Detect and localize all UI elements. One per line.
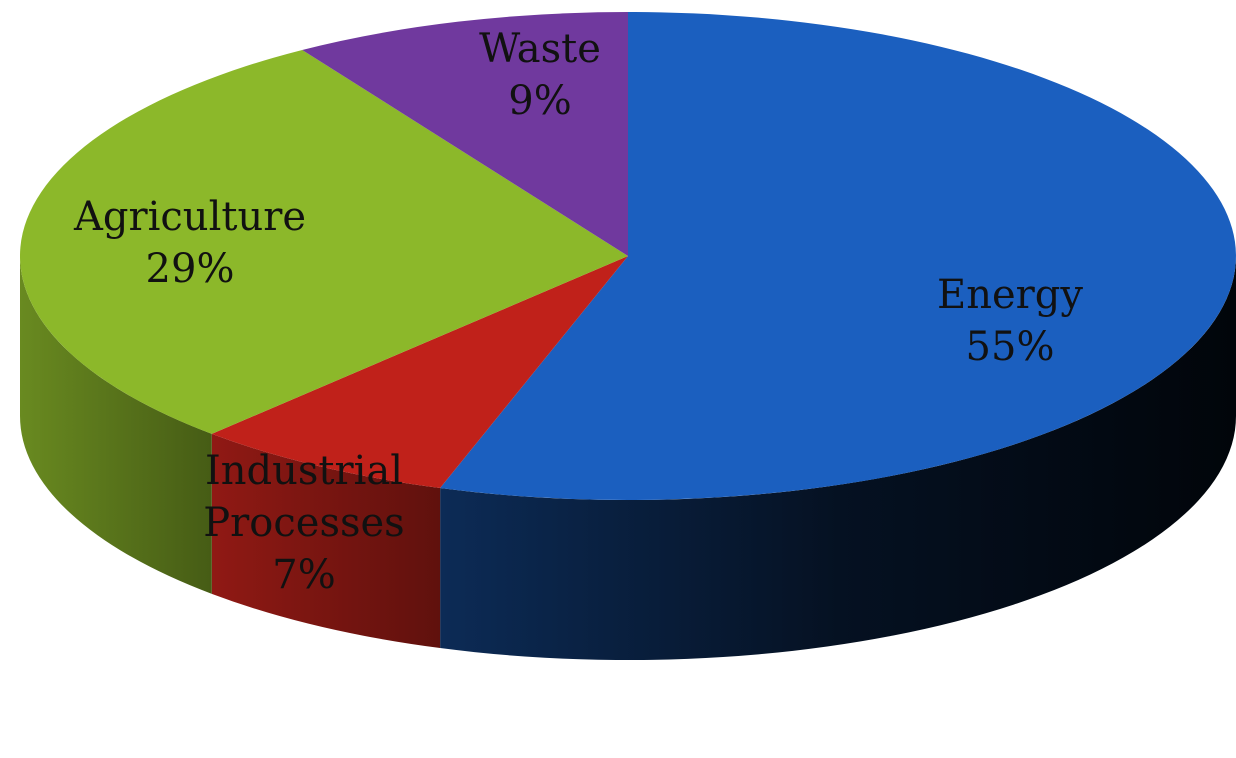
pie-labels: Energy 55% Industrial Processes 7% Agricultur… bbox=[73, 26, 1083, 598]
pie-label-waste: Waste 9% bbox=[479, 26, 601, 124]
pie-slice-energy bbox=[440, 12, 1236, 500]
pie-side-industrial bbox=[211, 433, 441, 649]
pie-slice-agriculture bbox=[19, 49, 629, 434]
pie-label-waste-percent: 9% bbox=[508, 78, 571, 124]
pie-label-agriculture-name: Agriculture bbox=[73, 194, 306, 240]
pie-label-waste-name: Waste bbox=[479, 26, 601, 72]
pie-label-industrial-percent: 7% bbox=[272, 552, 335, 598]
pie-label-energy: Energy 55% bbox=[937, 272, 1083, 370]
pie-slice-industrial bbox=[211, 256, 629, 489]
pie-label-industrial: Industrial Processes 7% bbox=[203, 448, 404, 598]
pie-label-agriculture-percent: 29% bbox=[146, 246, 235, 292]
pie-label-industrial-name: Processes bbox=[203, 500, 404, 546]
pie-side-agriculture bbox=[20, 256, 212, 594]
pie-slices bbox=[19, 11, 1236, 500]
pie-slice-waste bbox=[302, 11, 628, 256]
pie-label-agriculture: Agriculture 29% bbox=[73, 194, 306, 292]
pie-label-energy-name: Energy bbox=[937, 272, 1083, 318]
pie-label-industrial-name: Industrial bbox=[205, 448, 403, 494]
pie-label-energy-percent: 55% bbox=[966, 324, 1055, 370]
pie-side-energy bbox=[440, 256, 1236, 661]
pie-side-walls bbox=[20, 256, 1236, 661]
